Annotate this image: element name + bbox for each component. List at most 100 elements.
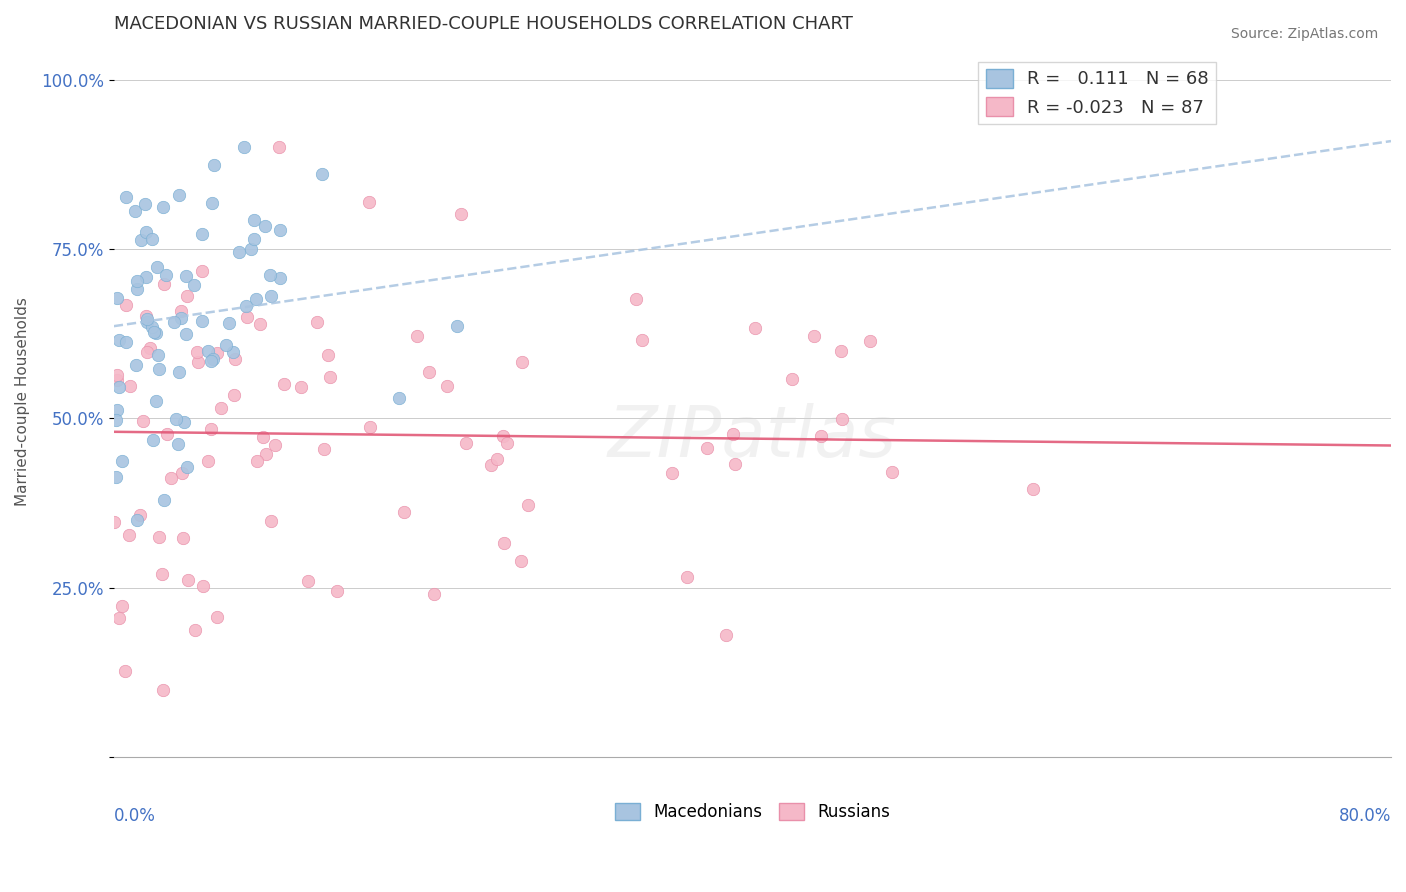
Point bbox=[191, 227, 214, 241]
Point bbox=[260, 514, 283, 528]
Point bbox=[107, 379, 129, 393]
Point bbox=[450, 207, 472, 221]
Point bbox=[135, 312, 157, 326]
Point bbox=[311, 167, 333, 181]
Point bbox=[170, 466, 193, 480]
Point bbox=[290, 380, 312, 394]
Point bbox=[145, 260, 167, 274]
Point bbox=[721, 427, 744, 442]
Point bbox=[517, 498, 540, 512]
Point bbox=[105, 403, 128, 417]
Point bbox=[145, 326, 167, 340]
Point bbox=[104, 412, 127, 426]
Point bbox=[249, 317, 271, 331]
Point bbox=[243, 232, 266, 246]
Point bbox=[492, 429, 515, 443]
Point bbox=[152, 682, 174, 697]
Point bbox=[240, 243, 263, 257]
Point bbox=[624, 292, 647, 306]
Point bbox=[135, 225, 157, 239]
Point bbox=[183, 277, 205, 292]
Text: ZIPatlas: ZIPatlas bbox=[607, 402, 897, 472]
Point bbox=[496, 436, 519, 450]
Text: MACEDONIAN VS RUSSIAN MARRIED-COUPLE HOUSEHOLDS CORRELATION CHART: MACEDONIAN VS RUSSIAN MARRIED-COUPLE HOU… bbox=[114, 15, 852, 33]
Point bbox=[297, 574, 319, 588]
Point bbox=[305, 315, 328, 329]
Point bbox=[205, 610, 228, 624]
Point bbox=[148, 348, 170, 362]
Point bbox=[630, 333, 652, 347]
Point bbox=[142, 433, 165, 447]
Point bbox=[148, 362, 170, 376]
Point bbox=[118, 528, 141, 542]
Point bbox=[173, 415, 195, 429]
Point bbox=[152, 277, 174, 291]
Point bbox=[103, 516, 125, 530]
Point bbox=[108, 611, 131, 625]
Text: 0.0%: 0.0% bbox=[114, 807, 156, 825]
Point bbox=[127, 282, 149, 296]
Point bbox=[224, 351, 246, 366]
Point bbox=[269, 271, 291, 285]
Point bbox=[141, 232, 163, 246]
Point bbox=[780, 372, 803, 386]
Point bbox=[264, 437, 287, 451]
Point bbox=[193, 579, 215, 593]
Point bbox=[312, 442, 335, 456]
Point bbox=[357, 194, 380, 209]
Point bbox=[510, 554, 533, 568]
Point bbox=[236, 310, 259, 325]
Point bbox=[136, 315, 159, 329]
Point bbox=[132, 414, 155, 428]
Point bbox=[184, 623, 207, 637]
Point bbox=[143, 325, 166, 339]
Point bbox=[135, 345, 157, 359]
Point bbox=[202, 158, 225, 172]
Point bbox=[160, 471, 183, 485]
Point bbox=[252, 429, 274, 443]
Point bbox=[191, 314, 214, 328]
Text: 80.0%: 80.0% bbox=[1339, 807, 1391, 825]
Point bbox=[148, 530, 170, 544]
Point bbox=[218, 316, 240, 330]
Point bbox=[256, 447, 278, 461]
Point bbox=[696, 441, 718, 455]
Point bbox=[125, 513, 148, 527]
Point bbox=[392, 505, 415, 519]
Point bbox=[1022, 482, 1045, 496]
Point bbox=[880, 465, 903, 479]
Point bbox=[114, 298, 136, 312]
Point bbox=[423, 587, 446, 601]
Point bbox=[191, 264, 214, 278]
Point bbox=[107, 368, 129, 383]
Point bbox=[319, 369, 342, 384]
Point bbox=[454, 436, 477, 450]
Point bbox=[110, 599, 132, 614]
Point bbox=[716, 628, 738, 642]
Point bbox=[316, 348, 339, 362]
Point bbox=[118, 379, 141, 393]
Point bbox=[744, 320, 766, 334]
Point bbox=[156, 427, 179, 442]
Point bbox=[486, 452, 509, 467]
Point bbox=[129, 233, 152, 247]
Point bbox=[245, 292, 267, 306]
Point bbox=[810, 429, 832, 443]
Point bbox=[139, 341, 162, 355]
Point bbox=[167, 365, 190, 379]
Point bbox=[359, 420, 381, 434]
Point bbox=[242, 213, 264, 227]
Point bbox=[167, 188, 190, 202]
Point bbox=[831, 411, 853, 425]
Point bbox=[661, 466, 683, 480]
Point bbox=[145, 393, 167, 408]
Point bbox=[169, 304, 191, 318]
Point bbox=[155, 268, 177, 282]
Point bbox=[232, 140, 254, 154]
Point bbox=[859, 334, 882, 348]
Point bbox=[115, 335, 138, 350]
Point bbox=[201, 352, 224, 367]
Point bbox=[253, 219, 276, 234]
Point bbox=[135, 270, 157, 285]
Point bbox=[174, 326, 197, 341]
